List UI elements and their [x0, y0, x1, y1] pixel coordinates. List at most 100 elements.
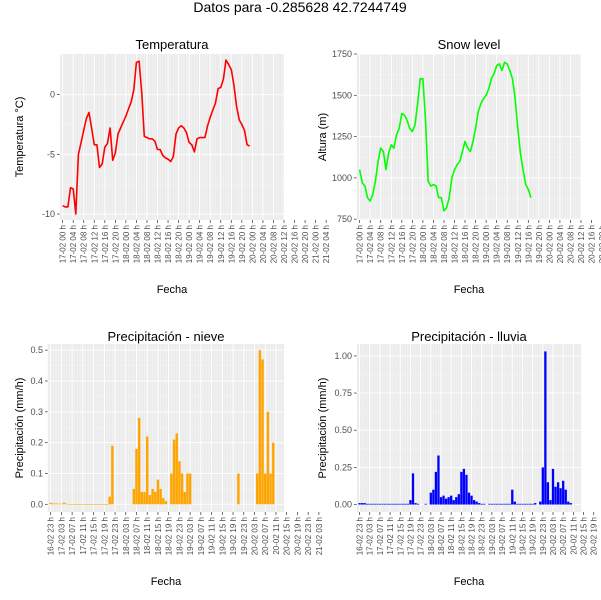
x-tick-label: 17-02 11 h [79, 517, 88, 555]
x-tick-label: 17-02 23 h [417, 517, 426, 555]
bar [455, 497, 458, 505]
x-tick-label: 20-02 12 h [577, 225, 586, 263]
bar [462, 468, 466, 505]
bar [87, 503, 90, 505]
bar [132, 488, 136, 505]
bar [480, 503, 483, 505]
x-tick-label: 20-02 11 h [569, 517, 578, 555]
bar [170, 473, 173, 505]
x-tick-label: 18-02 07 h [133, 517, 142, 555]
bar [544, 351, 547, 505]
bar [363, 503, 366, 505]
bar [539, 501, 542, 505]
y-tick-label: 0.5 [30, 345, 43, 355]
series-line-snow [358, 61, 532, 212]
x-tick-label: 21-02 04 h [322, 225, 331, 263]
bar [406, 503, 410, 505]
bar [562, 480, 565, 505]
bar [523, 503, 527, 505]
y-tick-label: 0 [50, 90, 55, 100]
bar [175, 433, 178, 505]
x-tick-label: 18-02 23 h [478, 517, 487, 555]
bar [531, 503, 534, 505]
x-tick-label: 19-02 16 h [524, 225, 533, 263]
bar [105, 503, 109, 505]
x-tick-label: 17-02 07 h [68, 517, 77, 555]
y-tick-label: 0.3 [30, 407, 43, 417]
bar [424, 503, 427, 505]
x-tick-label: 19-02 12 h [514, 225, 523, 263]
y-tick-label: 0.50 [334, 425, 352, 435]
x-tick-label: 17-02 04 h [366, 225, 375, 263]
bar [404, 503, 407, 505]
x-tick-label: 18-02 07 h [437, 517, 446, 555]
bar [186, 473, 189, 505]
bar [52, 503, 55, 505]
x-tick-label: 18-02 16 h [461, 225, 470, 263]
bar [366, 503, 369, 505]
y-tick-label: 1750 [332, 49, 352, 59]
bar [416, 503, 420, 505]
x-tick-label: 17-02 12 h [90, 225, 99, 263]
bar [172, 439, 176, 505]
x-tick-label: 20-02 19 h [293, 517, 302, 555]
x-tick-label: 17-02 00 h [356, 225, 365, 263]
plot-panel [60, 54, 284, 220]
bar [483, 503, 486, 505]
x-tick-label: 19-02 07 h [197, 517, 206, 555]
bar [432, 489, 435, 505]
bar [513, 501, 516, 505]
bar [95, 503, 98, 505]
bar [409, 500, 412, 505]
bar [261, 359, 264, 505]
y-tick-label: 0.25 [334, 462, 352, 472]
bar [457, 494, 460, 505]
x-tick-label: 19-02 11 h [208, 517, 217, 555]
chart-title: Precipitación - nieve [107, 329, 224, 344]
y-tick-label: 1500 [332, 90, 352, 100]
x-tick-label: 18-02 03 h [427, 517, 436, 555]
x-tick-label: 18-02 16 h [164, 225, 173, 263]
bar [78, 503, 82, 505]
x-tick-label: 18-02 20 h [472, 225, 481, 263]
bar [401, 503, 404, 505]
x-tick-label: 17-02 15 h [90, 517, 99, 555]
x-tick-label: 20-02 08 h [566, 225, 575, 263]
bar [442, 495, 445, 505]
y-tick-label: 1250 [332, 132, 352, 142]
bar [62, 502, 66, 505]
bar [237, 473, 240, 505]
bar [554, 486, 557, 505]
x-tick-label: 17-02 03 h [57, 517, 66, 555]
bar [411, 473, 415, 505]
x-tick-label: 18-02 11 h [447, 517, 456, 555]
x-tick-label: 20-02 11 h [272, 517, 281, 555]
y-tick-label: 1.00 [334, 351, 352, 361]
bar [73, 503, 77, 505]
x-tick-label: 17-02 16 h [398, 225, 407, 263]
x-tick-label: 17-02 23 h [111, 517, 120, 555]
bar [68, 503, 71, 505]
bar [162, 498, 165, 505]
bar [373, 503, 376, 505]
bar [111, 445, 114, 505]
bar [264, 473, 267, 505]
y-tick-label: 0.2 [30, 438, 43, 448]
x-tick-label: 20-02 20 h [598, 225, 601, 263]
x-tick-label: 20-02 23 h [600, 517, 601, 555]
x-tick-label: 20-02 15 h [580, 517, 589, 555]
bar [444, 498, 448, 505]
bar [386, 503, 389, 505]
x-tick-label: 20-02 00 h [248, 225, 257, 263]
x-tick-label: 18-02 12 h [154, 225, 163, 263]
x-tick-label: 18-02 19 h [468, 517, 477, 555]
y-tick-label: -5 [47, 149, 55, 159]
bar [57, 503, 60, 505]
bar [391, 503, 394, 505]
x-axis-label: Fecha [151, 576, 182, 588]
bar [472, 500, 476, 505]
bar [551, 468, 555, 505]
x-tick-label: 20-02 19 h [590, 517, 599, 555]
